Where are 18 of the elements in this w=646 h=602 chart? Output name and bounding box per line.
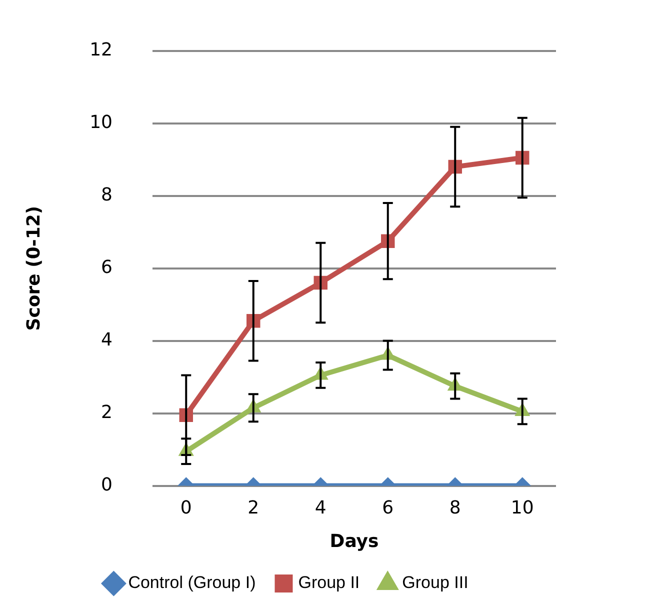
- legend-label: Control (Group I): [128, 573, 256, 592]
- y-tick-label: 10: [90, 112, 113, 133]
- x-tick-label: 0: [180, 497, 192, 518]
- x-tick-label: 4: [314, 497, 326, 518]
- x-axis-title: Days: [330, 530, 379, 552]
- legend-label: Group II: [298, 573, 360, 592]
- y-tick-label: 0: [101, 474, 113, 496]
- x-tick-label: 8: [449, 497, 461, 518]
- y-tick-label: 2: [101, 402, 113, 423]
- x-tick-label: 2: [248, 497, 260, 518]
- y-tick-label: 12: [90, 39, 113, 60]
- x-tick-label: 10: [510, 497, 534, 518]
- y-tick-label: 8: [101, 184, 113, 206]
- legend-label: Group III: [402, 573, 468, 592]
- y-axis-title: Score (0-12): [23, 206, 44, 331]
- x-tick-label: 6: [382, 497, 394, 518]
- y-tick-label: 6: [101, 256, 113, 278]
- y-tick-label: 4: [101, 329, 113, 350]
